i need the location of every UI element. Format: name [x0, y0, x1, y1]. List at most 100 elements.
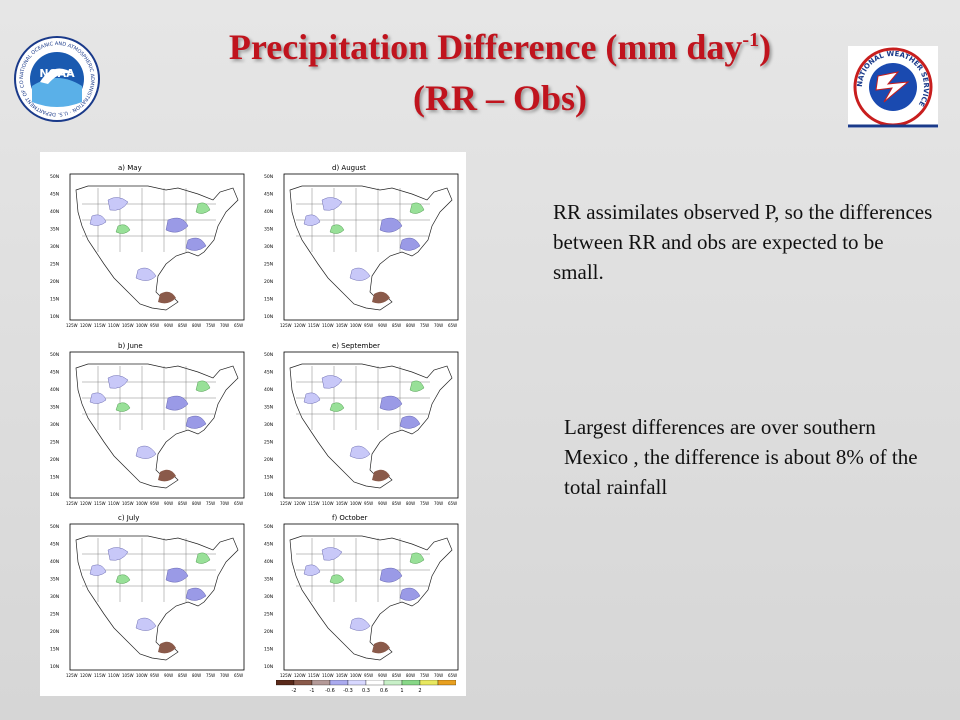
- lon-tick-label: 115W: [94, 323, 106, 328]
- negative-difference-patch: [399, 587, 421, 601]
- lon-tick-label: 100W: [350, 501, 362, 506]
- lon-tick-label: 125W: [66, 501, 78, 506]
- lon-tick-label: 65W: [448, 501, 457, 506]
- coastline: [289, 535, 453, 661]
- lat-tick-label: 15N: [50, 297, 59, 303]
- lon-tick-label: 65W: [448, 323, 457, 328]
- slide-subtitle: (RR – Obs): [412, 78, 587, 119]
- lon-tick-label: 105W: [336, 323, 348, 328]
- colorbar: -2 -1 -0.6 -0.3 0.3 0.6 1 2: [276, 680, 456, 694]
- lon-tick-label: 125W: [66, 323, 78, 328]
- lon-tick-label: 105W: [122, 501, 134, 506]
- negative-difference-patch: [165, 395, 189, 411]
- lon-tick-label: 75W: [206, 323, 215, 328]
- negative-difference-patch: [303, 564, 321, 576]
- lon-tick-label: 95W: [364, 501, 373, 506]
- lon-tick-label: 125W: [66, 673, 78, 678]
- lat-tick-label: 30N: [264, 422, 273, 428]
- map-panel-label: d) August: [332, 164, 366, 172]
- negative-difference-patch: [303, 392, 321, 404]
- lat-tick-label: 20N: [50, 629, 59, 635]
- lat-tick-label: 15N: [50, 475, 59, 481]
- lat-tick-label: 50N: [264, 352, 273, 358]
- coastline: [289, 185, 453, 311]
- negative-difference-patch: [399, 237, 421, 251]
- positive-difference-patch: [115, 402, 131, 412]
- lat-tick-label: 30N: [50, 244, 59, 250]
- lon-tick-label: 100W: [350, 323, 362, 328]
- colorbar-swatch: [437, 680, 456, 686]
- lon-tick-label: 100W: [136, 501, 148, 506]
- lat-tick-label: 20N: [264, 279, 273, 285]
- lon-tick-label: 100W: [136, 323, 148, 328]
- positive-difference-patch: [115, 574, 131, 584]
- negative-difference-patch: [349, 617, 371, 631]
- lon-tick-label: 115W: [94, 673, 106, 678]
- lon-tick-label: 110W: [108, 673, 120, 678]
- lon-tick-label: 85W: [392, 501, 401, 506]
- lat-tick-label: 35N: [264, 577, 273, 583]
- lon-tick-label: 110W: [108, 323, 120, 328]
- lat-tick-label: 50N: [264, 174, 273, 180]
- negative-difference-patch: [185, 587, 207, 601]
- lon-tick-label: 70W: [220, 501, 229, 506]
- lon-tick-label: 90W: [378, 501, 387, 506]
- lat-tick-label: 25N: [264, 612, 273, 618]
- lat-tick-label: 30N: [264, 594, 273, 600]
- lat-tick-label: 30N: [264, 244, 273, 250]
- lon-tick-label: 120W: [80, 501, 92, 506]
- positive-difference-patch: [329, 224, 345, 234]
- colorbar-swatch: [419, 680, 439, 686]
- lon-tick-label: 65W: [234, 323, 243, 328]
- lat-tick-label: 15N: [50, 647, 59, 653]
- colorbar-label: 0.3: [362, 688, 370, 694]
- strong-negative-patch: [158, 469, 176, 482]
- lon-tick-label: 95W: [150, 673, 159, 678]
- lon-tick-label: 85W: [392, 673, 401, 678]
- colorbar-swatch: [329, 680, 349, 686]
- lon-tick-label: 95W: [364, 323, 373, 328]
- lon-tick-label: 65W: [234, 673, 243, 678]
- colorbar-swatch: [276, 680, 295, 686]
- nws-logo: NATIONAL WEATHER SERVICE: [848, 46, 938, 128]
- coastline: [75, 535, 239, 661]
- negative-difference-patch: [135, 617, 157, 631]
- lat-tick-label: 25N: [50, 440, 59, 446]
- lon-tick-label: 100W: [350, 673, 362, 678]
- lon-tick-label: 80W: [406, 673, 415, 678]
- lon-tick-label: 75W: [420, 501, 429, 506]
- negative-difference-patch: [135, 445, 157, 459]
- noaa-logo: NATIONAL OCEANIC AND ATMOSPHERIC ADMINIS…: [12, 32, 100, 122]
- colorbar-label: 2: [418, 688, 421, 694]
- lon-tick-label: 75W: [420, 673, 429, 678]
- lat-tick-label: 45N: [264, 542, 273, 548]
- lon-tick-label: 85W: [178, 323, 187, 328]
- lat-tick-label: 10N: [264, 314, 273, 320]
- title-close: ): [759, 27, 772, 67]
- lat-tick-label: 20N: [50, 279, 59, 285]
- map-panel-label: c) July: [118, 514, 139, 522]
- lat-tick-label: 10N: [264, 492, 273, 498]
- lat-tick-label: 15N: [264, 297, 273, 303]
- lon-tick-label: 105W: [122, 673, 134, 678]
- negative-difference-patch: [107, 375, 129, 389]
- positive-difference-patch: [329, 402, 345, 412]
- lon-tick-label: 70W: [434, 673, 443, 678]
- lat-tick-label: 20N: [264, 629, 273, 635]
- lat-tick-label: 35N: [50, 227, 59, 233]
- negative-difference-patch: [349, 267, 371, 281]
- lat-tick-label: 50N: [50, 174, 59, 180]
- negative-difference-patch: [399, 415, 421, 429]
- negative-difference-patch: [135, 267, 157, 281]
- lat-tick-label: 40N: [264, 209, 273, 215]
- colorbar-label: -2: [292, 688, 297, 694]
- lon-tick-label: 125W: [280, 501, 292, 506]
- lon-tick-label: 120W: [294, 323, 306, 328]
- strong-negative-patch: [158, 291, 176, 304]
- lon-tick-label: 90W: [164, 673, 173, 678]
- positive-difference-patch: [409, 552, 425, 564]
- lon-tick-label: 95W: [364, 673, 373, 678]
- negative-difference-patch: [107, 547, 129, 561]
- negative-difference-patch: [89, 214, 107, 226]
- lon-tick-label: 95W: [150, 323, 159, 328]
